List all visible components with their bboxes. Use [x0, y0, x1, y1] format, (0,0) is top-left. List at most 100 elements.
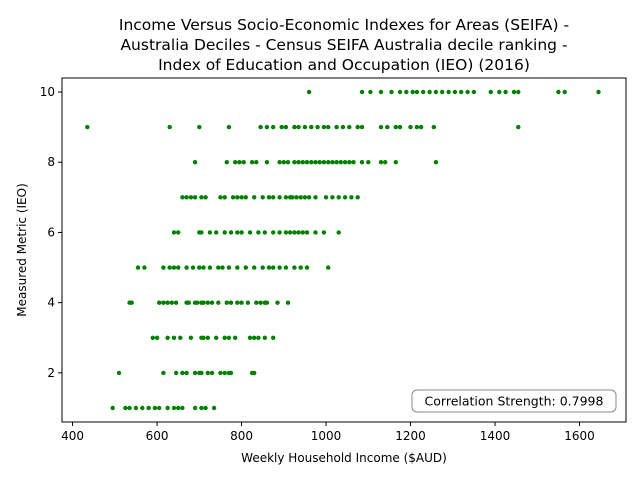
- data-point: [283, 265, 289, 270]
- data-point: [281, 160, 286, 165]
- data-point: [218, 370, 223, 376]
- data-point: [161, 370, 166, 376]
- data-point: [241, 160, 246, 165]
- data-point: [342, 195, 348, 200]
- data-point: [389, 89, 394, 95]
- data-point: [222, 230, 227, 235]
- data-point: [224, 160, 229, 165]
- title-line: Australia Deciles - Census SEIFA Austral…: [120, 36, 567, 54]
- data-point: [258, 124, 263, 130]
- data-point: [397, 124, 403, 130]
- data-point: [321, 160, 327, 165]
- data-point: [321, 124, 327, 130]
- data-point: [266, 265, 272, 270]
- data-point: [326, 160, 331, 165]
- annotation-text: Correlation Strength: 0.7998: [425, 394, 604, 409]
- data-point: [152, 405, 158, 411]
- data-point: [146, 405, 151, 411]
- data-point: [421, 89, 426, 95]
- data-point: [192, 160, 198, 165]
- data-point: [414, 124, 420, 130]
- data-point: [302, 124, 308, 130]
- data-point: [283, 124, 289, 130]
- data-point: [326, 124, 331, 130]
- data-point: [410, 89, 415, 95]
- y-tick-label: 8: [47, 155, 55, 169]
- data-point: [275, 300, 280, 305]
- data-point: [452, 89, 458, 95]
- data-point: [184, 195, 189, 200]
- data-point: [167, 124, 172, 130]
- data-point: [220, 265, 225, 270]
- data-point: [133, 405, 139, 411]
- data-point: [408, 124, 413, 130]
- data-point: [167, 265, 172, 270]
- data-point: [503, 89, 508, 95]
- data-point: [233, 335, 238, 340]
- data-point: [264, 300, 270, 305]
- data-point: [317, 160, 322, 165]
- data-point: [180, 195, 185, 200]
- data-point: [116, 370, 122, 376]
- data-point: [446, 89, 451, 95]
- data-point: [336, 230, 341, 235]
- data-point: [222, 370, 227, 376]
- data-point: [368, 89, 373, 95]
- data-point: [228, 370, 234, 376]
- data-point: [296, 230, 301, 235]
- data-point: [285, 300, 291, 305]
- y-tick-label: 2: [47, 366, 55, 380]
- data-point: [127, 405, 132, 411]
- data-point: [511, 89, 517, 95]
- data-point: [142, 265, 147, 270]
- data-point: [228, 230, 234, 235]
- data-point: [245, 300, 251, 305]
- data-point: [300, 160, 305, 165]
- data-point: [233, 160, 238, 165]
- data-point: [383, 160, 388, 165]
- data-point: [209, 370, 215, 376]
- data-point: [216, 300, 221, 305]
- data-point: [110, 405, 115, 411]
- data-point: [188, 335, 194, 340]
- data-point: [192, 405, 198, 411]
- data-point: [296, 160, 301, 165]
- data-point: [497, 89, 502, 95]
- data-point: [292, 124, 297, 130]
- title-line: Index of Education and Occupation (IEO) …: [158, 56, 530, 74]
- data-point: [247, 335, 253, 340]
- x-tick-label: 400: [61, 429, 84, 443]
- x-axis-ticks: 400 600 800 1000 1200 1400 1600: [61, 422, 595, 443]
- data-point: [235, 230, 240, 235]
- x-tick-label: 1600: [564, 429, 595, 443]
- data-point: [290, 195, 295, 200]
- data-point: [209, 300, 215, 305]
- data-point: [235, 265, 240, 270]
- annotation-box: [411, 389, 617, 413]
- data-point: [176, 230, 181, 235]
- data-point: [294, 195, 299, 200]
- data-point: [226, 265, 232, 270]
- data-point: [180, 370, 185, 376]
- data-point: [351, 160, 356, 165]
- correlation-annotation: Correlation Strength: 0.7998: [411, 389, 617, 413]
- data-point: [292, 160, 297, 165]
- data-point: [266, 195, 272, 200]
- data-point: [165, 335, 170, 340]
- data-point: [169, 300, 174, 305]
- data-point: [556, 89, 561, 95]
- data-point: [347, 124, 352, 130]
- data-point: [516, 124, 521, 130]
- data-point: [313, 195, 318, 200]
- data-point: [279, 124, 284, 130]
- chart-title: Income Versus Socio-Economic Indexes for…: [119, 16, 569, 74]
- data-point: [178, 335, 183, 340]
- data-point: [226, 335, 232, 340]
- data-point: [313, 160, 318, 165]
- x-tick-label: 600: [146, 429, 169, 443]
- data-point: [239, 300, 244, 305]
- data-point: [562, 89, 567, 95]
- data-point: [264, 160, 270, 165]
- data-point: [235, 300, 240, 305]
- data-point: [313, 230, 318, 235]
